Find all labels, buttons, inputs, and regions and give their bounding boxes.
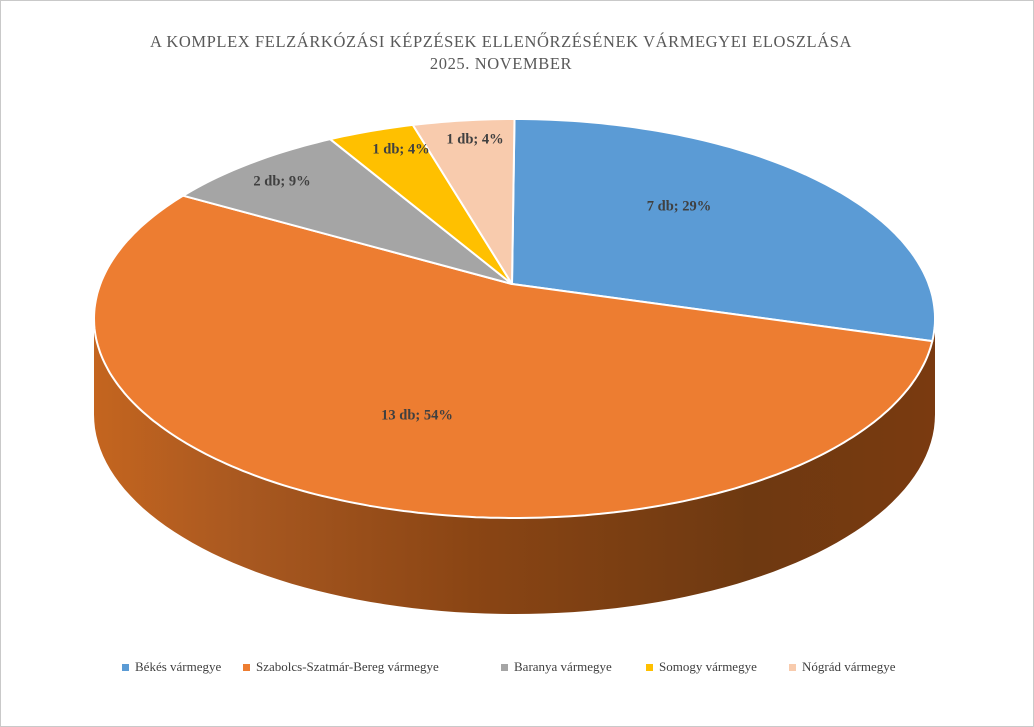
slice-label: 1 db; 4% — [372, 141, 430, 158]
pie-side-face — [94, 318, 935, 614]
slice-label: 7 db; 29% — [646, 198, 712, 215]
pie-slice-somogy-v-rmegye — [329, 123, 513, 285]
pie-slice-szabolcs-szatm-r-bereg-v-rmegye — [93, 194, 934, 519]
chart-title-line2: 2025. NOVEMBER — [429, 54, 573, 73]
slice-label: 1 db; 4% — [446, 131, 504, 148]
chart-title: A KOMPLEX FELZÁRKÓZÁSI KÉPZÉSEK ELLENŐRZ… — [51, 31, 951, 75]
slice-label: 2 db; 9% — [253, 173, 311, 190]
chart-title-line1: A KOMPLEX FELZÁRKÓZÁSI KÉPZÉSEK ELLENŐRZ… — [149, 32, 853, 51]
pie-slice-b-k-s-v-rmegye — [511, 118, 936, 343]
pie-slice-baranya-v-rmegye — [182, 138, 513, 285]
slice-label: 13 db; 54% — [381, 407, 453, 424]
pie-slice-n-gr-d-v-rmegye — [411, 118, 516, 285]
